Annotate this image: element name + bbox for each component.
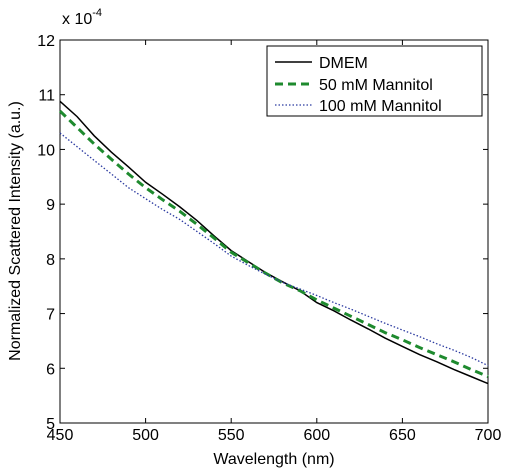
y-tick-label: 6 bbox=[46, 361, 55, 378]
y-axis-label: Normalized Scattered Intensity (a.u.) bbox=[7, 101, 24, 361]
y-tick-label: 8 bbox=[46, 252, 55, 269]
legend-label-50mm: 50 mM Mannitol bbox=[319, 77, 433, 94]
series-layer bbox=[58, 100, 489, 385]
x-tick-label: 550 bbox=[218, 427, 245, 444]
y-tick-label: 12 bbox=[37, 33, 55, 50]
y-tick-label: 5 bbox=[46, 416, 55, 433]
legend: DMEM 50 mM Mannitol 100 mM Mannitol bbox=[266, 45, 483, 117]
x-axis: 450 500 550 600 650 700 bbox=[47, 40, 502, 444]
y-multiplier-label: x 10-4 bbox=[62, 7, 102, 28]
x-tick-label: 450 bbox=[47, 427, 74, 444]
x-tick-label: 500 bbox=[132, 427, 159, 444]
x-tick-label: 700 bbox=[475, 427, 502, 444]
series-line-2 bbox=[59, 132, 489, 367]
y-axis: 5 6 7 8 9 10 11 12 bbox=[37, 33, 488, 433]
y-tick-label: 9 bbox=[46, 197, 55, 214]
y-tick-label: 11 bbox=[38, 88, 55, 105]
legend-box bbox=[266, 45, 483, 117]
legend-label-100mm: 100 mM Mannitol bbox=[319, 98, 442, 115]
legend-label-dmem: DMEM bbox=[319, 55, 368, 72]
y-tick-label: 7 bbox=[46, 307, 55, 324]
y-tick-label: 10 bbox=[37, 142, 55, 159]
series-line-0 bbox=[59, 100, 489, 385]
series-line-1 bbox=[58, 110, 489, 378]
x-tick-label: 650 bbox=[389, 427, 416, 444]
x-tick-label: 600 bbox=[303, 427, 330, 444]
x-axis-label: Wavelength (nm) bbox=[213, 451, 334, 468]
